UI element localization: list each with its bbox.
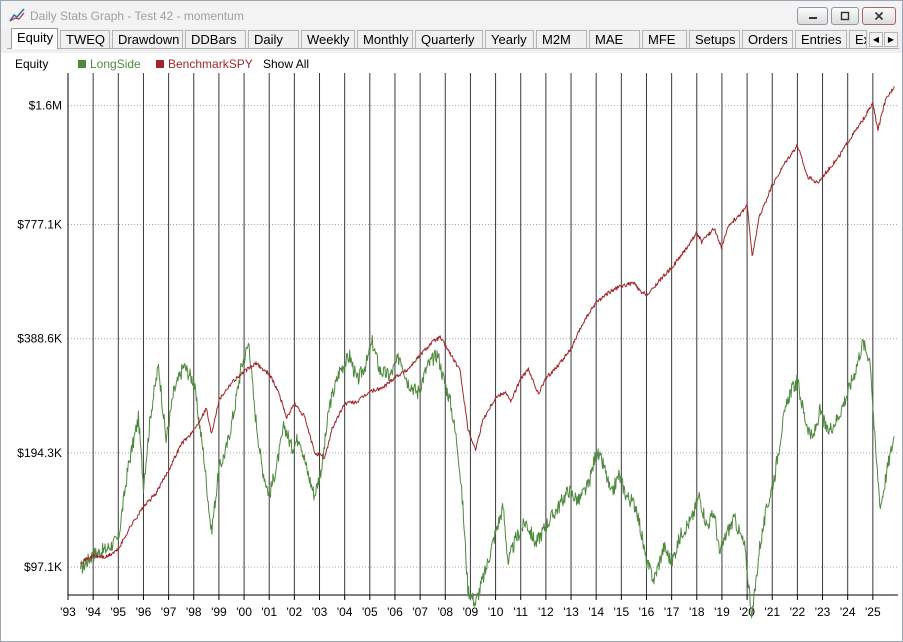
tab-quarterly[interactable]: Quarterly: [415, 30, 483, 48]
x-tick-label: '22: [790, 605, 806, 619]
tab-scroll-left-button[interactable]: ◀: [869, 32, 883, 47]
tab-label: Orders: [748, 32, 788, 47]
x-tick-label: '93: [60, 605, 76, 619]
minimize-button[interactable]: [797, 7, 828, 25]
x-tick-label: '18: [689, 605, 705, 619]
x-tick-label: '09: [463, 605, 479, 619]
x-tick-label: '15: [614, 605, 630, 619]
y-tick-label: $97.1K: [24, 560, 62, 574]
tab-label: DDBars: [191, 32, 237, 47]
show-all-toggle[interactable]: Show All: [263, 57, 310, 71]
graph-tab-bar: Equity TWEQ Drawdown DDBars Daily Weekly…: [7, 28, 899, 49]
x-tick-label: '02: [287, 605, 303, 619]
tab-drawdown[interactable]: Drawdown: [112, 30, 183, 48]
legend-item-longside[interactable]: LongSide: [90, 57, 141, 71]
tab-label: Quarterly: [421, 32, 475, 47]
y-tick-label: $1.6M: [29, 99, 62, 113]
x-tick-label: '96: [136, 605, 152, 619]
x-tick-label: '04: [337, 605, 353, 619]
x-tick-label: '10: [488, 605, 504, 619]
tab-label: Daily: [254, 32, 283, 47]
tab-m2m[interactable]: M2M: [536, 30, 587, 48]
tab-tweq[interactable]: TWEQ: [60, 30, 110, 48]
tab-label: Drawdown: [118, 32, 180, 47]
x-tick-label: '23: [815, 605, 831, 619]
tab-label: Entries: [801, 32, 842, 47]
tab-label: TWEQ: [66, 32, 105, 47]
tab-label: Equity: [17, 30, 54, 45]
tab-setups[interactable]: Setups: [689, 30, 740, 48]
chevron-right-icon: ▶: [887, 35, 895, 44]
x-tick-label: '11: [513, 605, 528, 619]
chevron-left-icon: ◀: [872, 35, 880, 44]
x-tick-label: '06: [387, 605, 403, 619]
x-tick-label: '14: [588, 605, 604, 619]
x-tick-label: '19: [714, 605, 730, 619]
y-tick-label: $388.6K: [17, 332, 62, 346]
x-tick-label: '25: [865, 605, 881, 619]
tab-label: Yearly: [491, 32, 527, 47]
tab-exits-partial[interactable]: Ex: [849, 30, 867, 48]
x-tick-label: '13: [563, 605, 579, 619]
x-tick-label: '21: [764, 605, 780, 619]
x-tick-label: '07: [412, 605, 428, 619]
x-tick-label: '08: [437, 605, 453, 619]
x-tick-label: '99: [211, 605, 227, 619]
close-button[interactable]: [862, 7, 896, 25]
minimize-icon: [808, 17, 817, 19]
x-tick-label: '01: [261, 605, 277, 619]
legend-title: Equity: [15, 57, 49, 71]
x-tick-label: '95: [110, 605, 126, 619]
x-tick-label: '94: [85, 605, 101, 619]
chart-legend: Equity LongSide BenchmarkSPY Show All: [1, 53, 902, 73]
x-tick-label: '17: [664, 605, 680, 619]
tab-label: M2M: [542, 32, 571, 47]
x-tick-label: '03: [312, 605, 328, 619]
legend-swatch-benchmark: [156, 60, 164, 68]
equity-chart: $97.1K $194.3K $388.6K $777.1K $1.6M '93 '94 '9…: [17, 73, 898, 619]
tab-label: MAE: [595, 32, 624, 47]
x-tick-label: '12: [538, 605, 554, 619]
tab-scroll-right-button[interactable]: ▶: [884, 32, 898, 47]
app-graph-icon: [9, 8, 25, 22]
x-tick-label: '05: [362, 605, 378, 619]
x-tick-label: '98: [186, 605, 202, 619]
close-icon: [874, 11, 884, 21]
series-line-longside: [80, 335, 895, 619]
legend-swatch-longside: [78, 60, 86, 68]
tab-mfe[interactable]: MFE: [642, 30, 687, 48]
maximize-button[interactable]: [831, 7, 859, 25]
tab-label: Monthly: [363, 32, 409, 47]
tab-label: Ex: [855, 32, 866, 47]
y-tick-label: $194.3K: [17, 446, 62, 460]
x-tick-label: '97: [161, 605, 177, 619]
y-tick-label: $777.1K: [17, 218, 62, 232]
tab-orders[interactable]: Orders: [742, 30, 793, 48]
tab-yearly[interactable]: Yearly: [485, 30, 534, 48]
maximize-icon: [840, 11, 850, 21]
tab-label: MFE: [648, 32, 676, 47]
tab-label: Weekly: [307, 32, 350, 47]
tab-label: Setups: [695, 32, 736, 47]
tab-weekly[interactable]: Weekly: [301, 30, 355, 48]
tab-daily[interactable]: Daily: [248, 30, 299, 48]
tab-equity[interactable]: Equity: [11, 28, 58, 49]
series-line-benchmarkspy: [80, 86, 895, 565]
x-tick-label: '24: [840, 605, 856, 619]
tab-mae[interactable]: MAE: [589, 30, 640, 48]
tab-entries[interactable]: Entries: [795, 30, 847, 48]
window-title: Daily Stats Graph - Test 42 - momentum: [30, 9, 244, 23]
x-tick-label: '00: [236, 605, 252, 619]
tab-ddbars[interactable]: DDBars: [185, 30, 246, 48]
equity-chart-area: $97.1K $194.3K $388.6K $777.1K $1.6M '93 '94 '9…: [1, 73, 902, 641]
legend-item-benchmarkspy[interactable]: BenchmarkSPY: [168, 57, 253, 71]
tab-monthly[interactable]: Monthly: [357, 30, 413, 48]
title-bar[interactable]: Daily Stats Graph - Test 42 - momentum: [1, 1, 902, 29]
x-tick-label: '16: [639, 605, 655, 619]
